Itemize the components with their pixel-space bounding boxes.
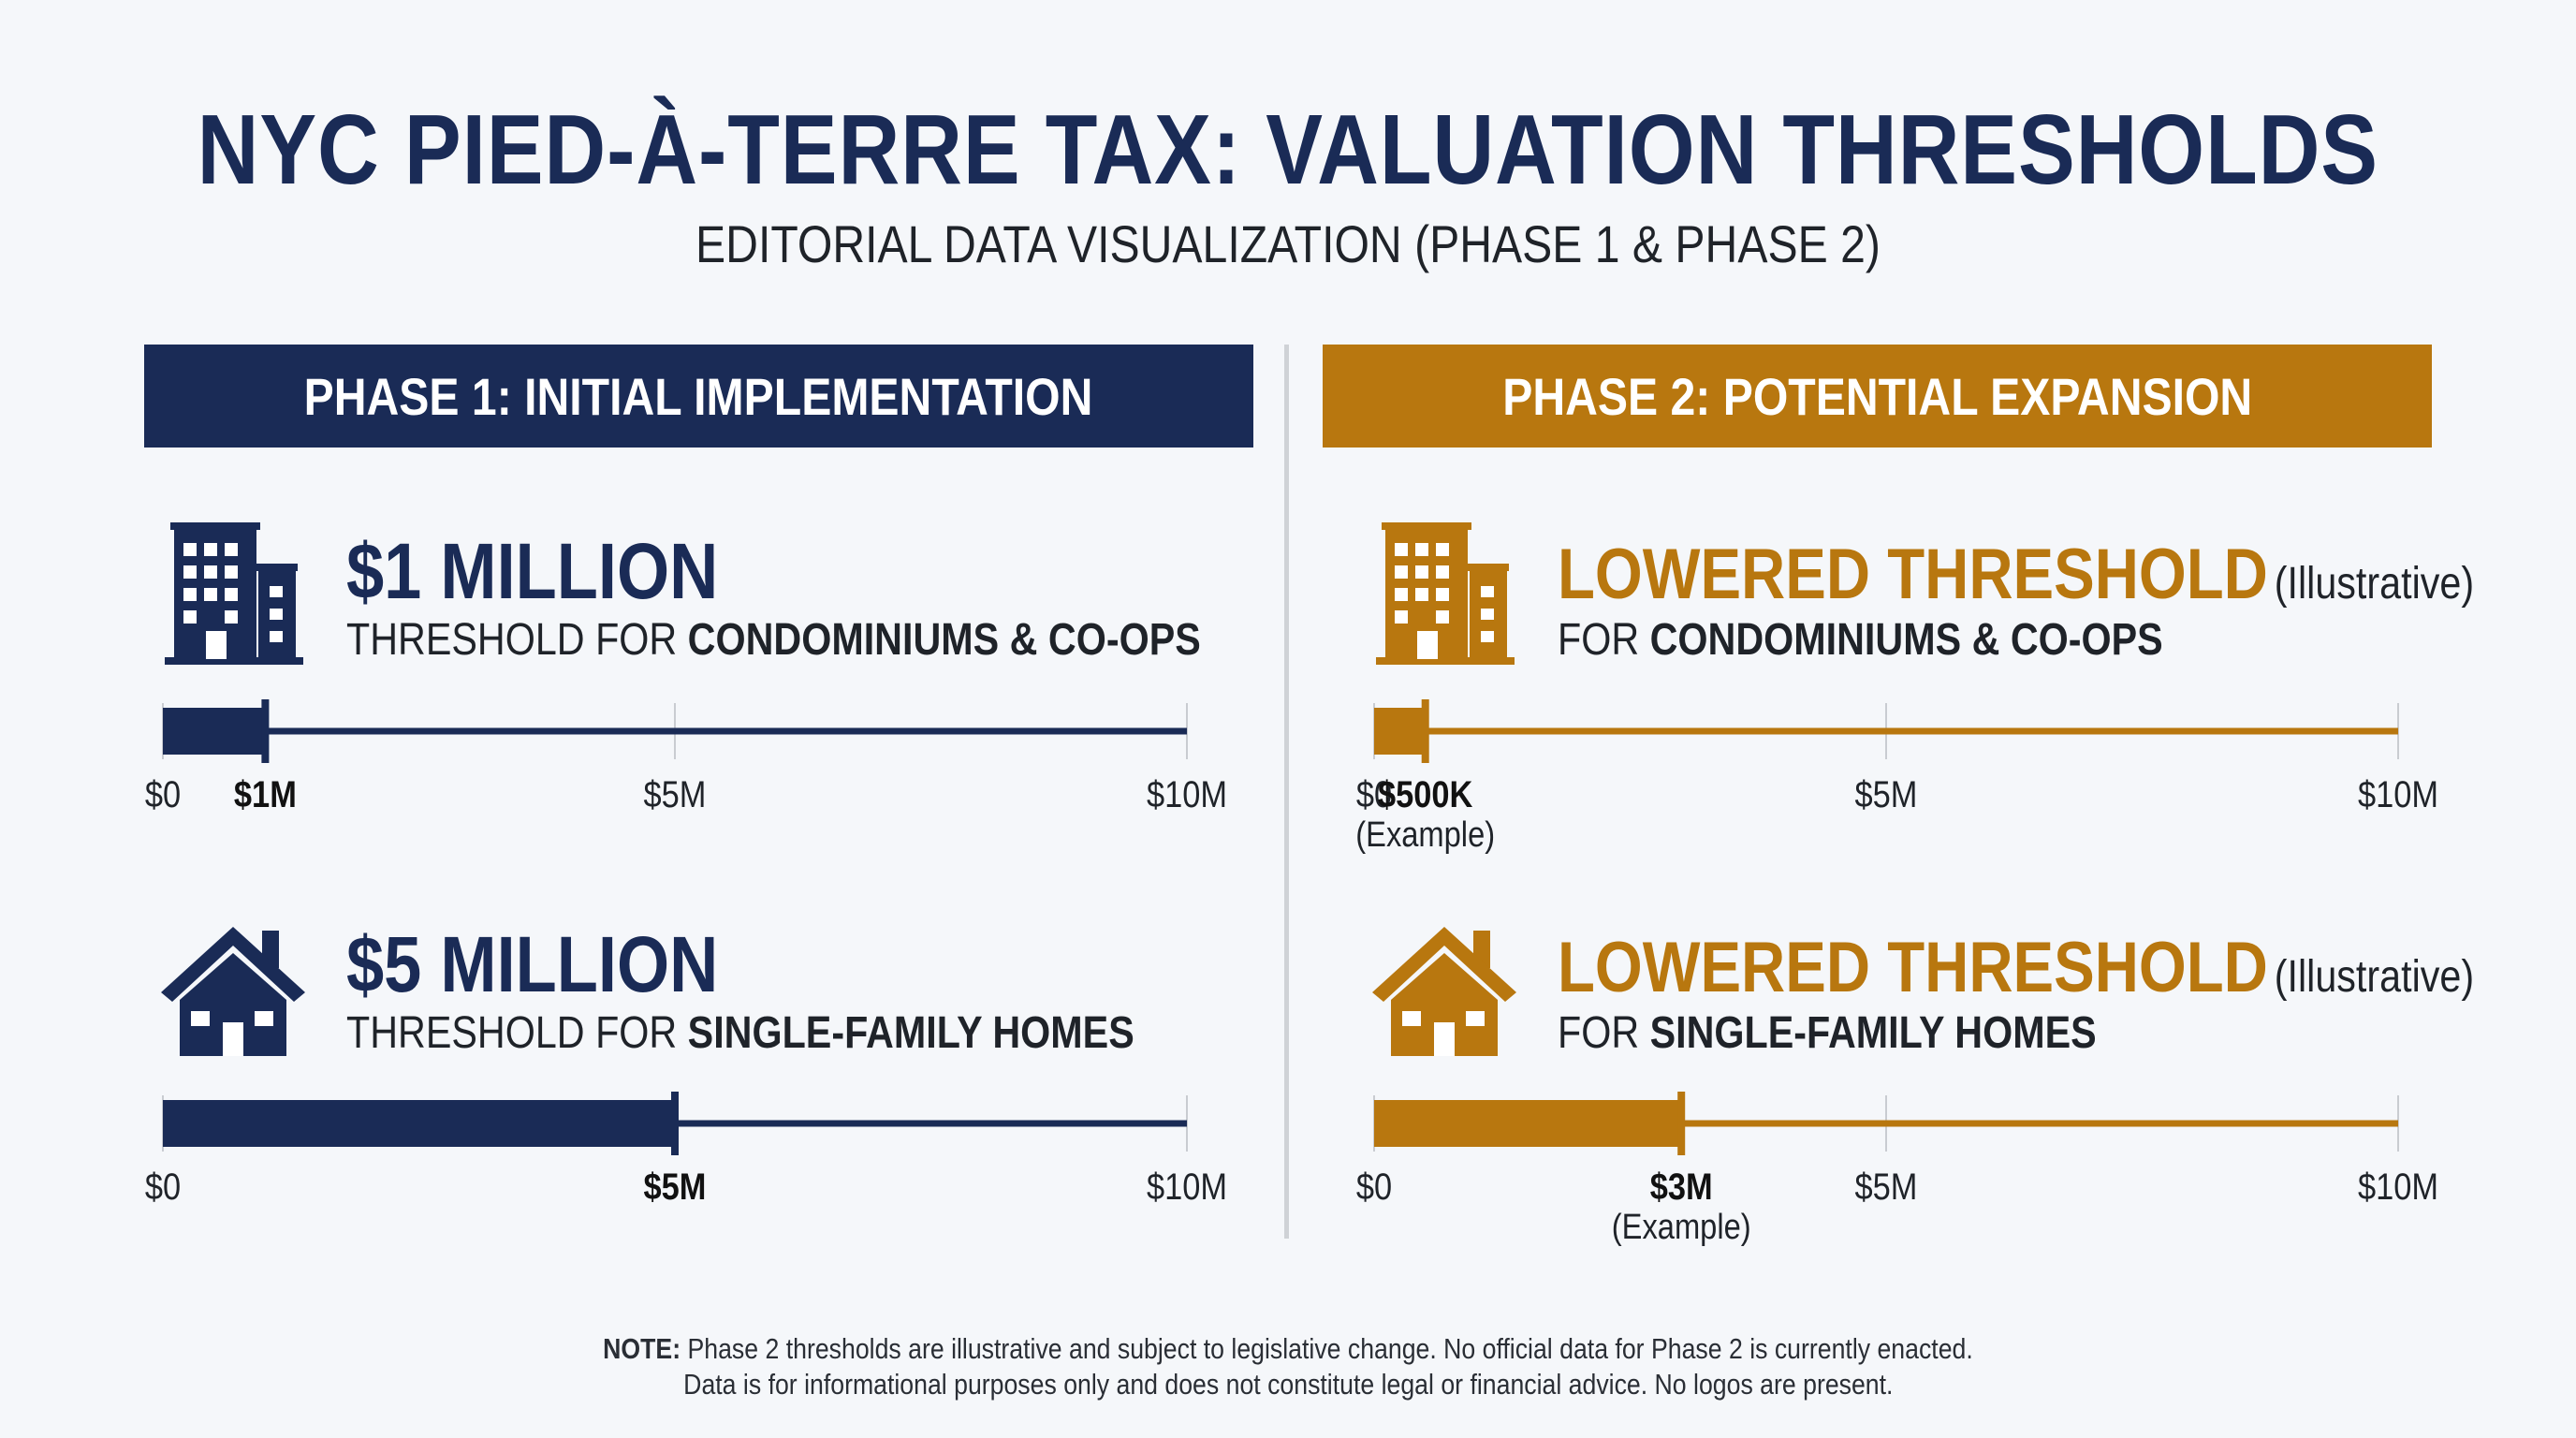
p1-home-value-label: $5M [644,1166,707,1208]
note-label: NOTE: [603,1332,681,1365]
p1-home-bar [163,1100,675,1147]
p2-home-bar [1374,1100,1682,1147]
p2-condo-tick-label: $0 [1356,773,1392,815]
note-line2: Data is for informational purposes only … [682,1368,1894,1401]
p1-condo-bar [163,708,266,755]
p2-condo-tick-label: $10M [2358,773,2438,815]
house-icon [161,927,305,1056]
p2-condo-subline: FOR CONDOMINIUMS & CO-OPS [1558,615,2163,665]
page-subtitle: EDITORIAL DATA VISUALIZATION (PHASE 1 & … [695,214,1881,273]
p2-condo-value-marker [1421,699,1429,763]
p2-home-headline: LOWERED THRESHOLD (Illustrative) [1558,928,2475,1007]
p1-home-value-marker [671,1092,679,1155]
p2-home-tick-label: $10M [2358,1166,2438,1208]
p1-condo-tick-label: $0 [145,773,181,815]
p1-home-tick-label: $10M [1147,1166,1227,1208]
p1-condo-tick-label: $10M [1147,773,1227,815]
illustrative-note: (Illustrative) [2274,559,2475,609]
apartment-building-icon [1376,522,1515,665]
apartment-building-icon [165,522,303,665]
illustrative-note: (Illustrative) [2274,952,2475,1002]
p2-home-tick-label: $0 [1356,1166,1392,1208]
p2-condo-value-label: $500K [1378,773,1472,815]
footnote: NOTE: Phase 2 thresholds are illustrativ… [0,1331,2576,1402]
p1-condo-headline: $1 MILLION [346,527,719,615]
p2-condo-value-sublabel: (Example) [1355,814,1495,855]
p1-condo-tick-label: $5M [644,773,707,815]
phase1-banner: PHASE 1: INITIAL IMPLEMENTATION [144,345,1253,448]
p2-condo-headline: LOWERED THRESHOLD (Illustrative) [1558,535,2475,614]
p1-condo-subline: THRESHOLD FOR CONDOMINIUMS & CO-OPS [346,615,1201,665]
p1-home-headline: $5 MILLION [346,920,719,1008]
p1-home-subline: THRESHOLD FOR SINGLE-FAMILY HOMES [346,1008,1134,1058]
phase2-banner: PHASE 2: POTENTIAL EXPANSION [1323,345,2432,448]
column-divider [1284,345,1289,1239]
p2-home-value-marker [1677,1092,1686,1155]
p2-home-value-sublabel: (Example) [1612,1207,1751,1247]
p1-home-tick-label: $0 [145,1166,181,1208]
p2-home-subline: FOR SINGLE-FAMILY HOMES [1558,1008,2097,1058]
note-line1: Phase 2 thresholds are illustrative and … [687,1332,1973,1365]
p2-condo-bar [1374,708,1426,755]
p2-home-tick-label: $5M [1855,1166,1918,1208]
p2-condo-tick-label: $5M [1855,773,1918,815]
house-icon [1372,927,1516,1056]
p2-home-value-label: $3M [1650,1166,1713,1208]
page-title: NYC PIED-À-TERRE TAX: VALUATION THRESHOL… [197,95,2379,205]
p1-condo-value-marker [261,699,270,763]
p1-condo-value-label: $1M [234,773,297,815]
